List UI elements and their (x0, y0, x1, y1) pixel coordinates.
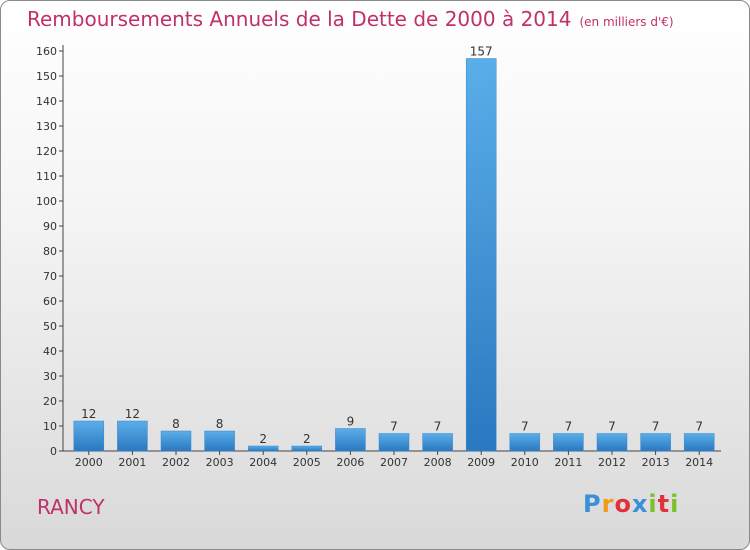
y-tick-label: 10 (43, 420, 57, 433)
x-tick-label: 2004 (249, 456, 277, 469)
bar-2014 (683, 433, 715, 452)
data-label: 2 (303, 432, 311, 446)
bar-2009 (465, 58, 497, 452)
bar-2001 (117, 420, 148, 452)
x-tick-label: 2006 (336, 456, 364, 469)
place-name: RANCY (37, 495, 105, 519)
data-label: 157 (470, 45, 493, 59)
x-tick-label: 2001 (118, 456, 146, 469)
bar-2002 (160, 430, 192, 452)
y-tick-label: 110 (36, 170, 57, 183)
y-tick-label: 90 (43, 220, 57, 233)
y-tick-label: 30 (43, 370, 57, 383)
data-label: 7 (608, 420, 616, 434)
y-tick-label: 60 (43, 295, 57, 308)
y-tick-label: 40 (43, 345, 57, 358)
bar-2005 (291, 445, 323, 452)
y-tick-label: 140 (36, 95, 57, 108)
bar-2003 (204, 430, 235, 452)
bar-2006 (335, 428, 366, 452)
data-label: 7 (695, 420, 703, 434)
y-tick-label: 0 (50, 445, 57, 458)
data-label: 7 (434, 420, 442, 434)
x-tick-label: 2002 (162, 456, 190, 469)
data-label: 7 (652, 420, 660, 434)
x-tick-label: 2014 (685, 456, 713, 469)
x-tick-label: 2000 (75, 456, 103, 469)
bar-2013 (640, 433, 671, 452)
bar-2000 (73, 420, 105, 452)
y-tick-label: 130 (36, 120, 57, 133)
x-tick-label: 2012 (598, 456, 626, 469)
data-label: 7 (521, 420, 529, 434)
x-tick-label: 2011 (554, 456, 582, 469)
data-label: 12 (81, 407, 96, 421)
data-label: 2 (259, 432, 267, 446)
bar-2010 (509, 433, 541, 452)
y-tick-label: 80 (43, 245, 57, 258)
y-tick-label: 150 (36, 70, 57, 83)
chart-title: Remboursements Annuels de la Dette de 20… (27, 7, 674, 31)
x-tick-label: 2013 (642, 456, 670, 469)
bar-2004 (247, 445, 279, 452)
x-tick-label: 2008 (424, 456, 452, 469)
y-tick-label: 120 (36, 145, 57, 158)
bar-2012 (596, 433, 628, 452)
data-label: 9 (347, 415, 355, 429)
x-tick-label: 2005 (293, 456, 321, 469)
y-tick-label: 160 (36, 45, 57, 58)
data-label: 8 (172, 417, 180, 431)
proxiti-logo: Proxiti (583, 490, 680, 518)
data-label: 7 (390, 420, 398, 434)
x-tick-label: 2010 (511, 456, 539, 469)
bar-2007 (378, 433, 410, 452)
y-tick-label: 100 (36, 195, 57, 208)
x-tick-label: 2009 (467, 456, 495, 469)
data-label: 12 (125, 407, 140, 421)
chart-unit: (en milliers d'€) (579, 15, 674, 29)
y-tick-label: 20 (43, 395, 57, 408)
x-tick-label: 2003 (206, 456, 234, 469)
data-label: 8 (216, 417, 224, 431)
data-label: 7 (565, 420, 573, 434)
y-tick-label: 50 (43, 320, 57, 333)
bar-2008 (422, 433, 453, 452)
y-tick-label: 70 (43, 270, 57, 283)
x-tick-label: 2007 (380, 456, 408, 469)
bar-2011 (553, 433, 584, 452)
chart-title-text: Remboursements Annuels de la Dette de 20… (27, 7, 572, 31)
